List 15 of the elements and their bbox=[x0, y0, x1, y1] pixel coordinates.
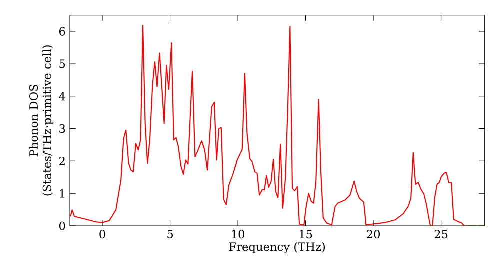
y-tick-label: 1 bbox=[60, 189, 64, 198]
x-tick-label: 0 bbox=[100, 230, 106, 239]
y-tick-label: 3 bbox=[60, 124, 66, 134]
y-tick-label: 5 bbox=[60, 60, 66, 68]
x-tick-label: 10 bbox=[232, 230, 244, 239]
x-tick-label: 20 bbox=[367, 230, 380, 239]
x-tick-label: 15 bbox=[300, 230, 312, 239]
y-tick-label: 2 bbox=[60, 156, 65, 166]
x-tick-label: 5 bbox=[168, 230, 174, 238]
y-axis-title: Phonon DOS (States/THz·primitive cell) bbox=[29, 46, 54, 196]
y-tick-label: 4 bbox=[59, 92, 66, 101]
y-tick-label: 6 bbox=[60, 27, 66, 36]
y-tick-label: 0 bbox=[60, 222, 66, 230]
x-axis-title: Frequency (THz) bbox=[229, 242, 326, 254]
x-tick-label: 25 bbox=[434, 230, 448, 239]
